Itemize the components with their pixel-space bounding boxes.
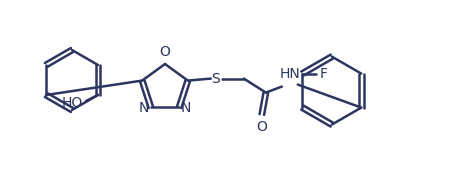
Text: HN: HN [279,67,299,81]
Text: HO: HO [62,96,83,110]
Text: S: S [211,72,220,86]
Text: O: O [256,120,267,134]
Text: N: N [181,101,191,115]
Text: N: N [138,101,148,115]
Text: F: F [319,67,327,81]
Text: O: O [159,45,170,59]
